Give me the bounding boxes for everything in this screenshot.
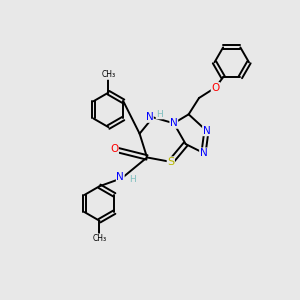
Text: H: H bbox=[129, 175, 136, 184]
Text: N: N bbox=[200, 148, 207, 158]
Text: N: N bbox=[146, 112, 153, 122]
Text: O: O bbox=[211, 82, 220, 93]
Text: N: N bbox=[170, 118, 178, 128]
Text: CH₃: CH₃ bbox=[92, 234, 106, 243]
Text: O: O bbox=[110, 144, 118, 154]
Text: H: H bbox=[156, 110, 163, 119]
Text: CH₃: CH₃ bbox=[101, 70, 116, 79]
Text: S: S bbox=[167, 157, 174, 167]
Text: N: N bbox=[116, 172, 124, 182]
Text: N: N bbox=[202, 126, 210, 136]
